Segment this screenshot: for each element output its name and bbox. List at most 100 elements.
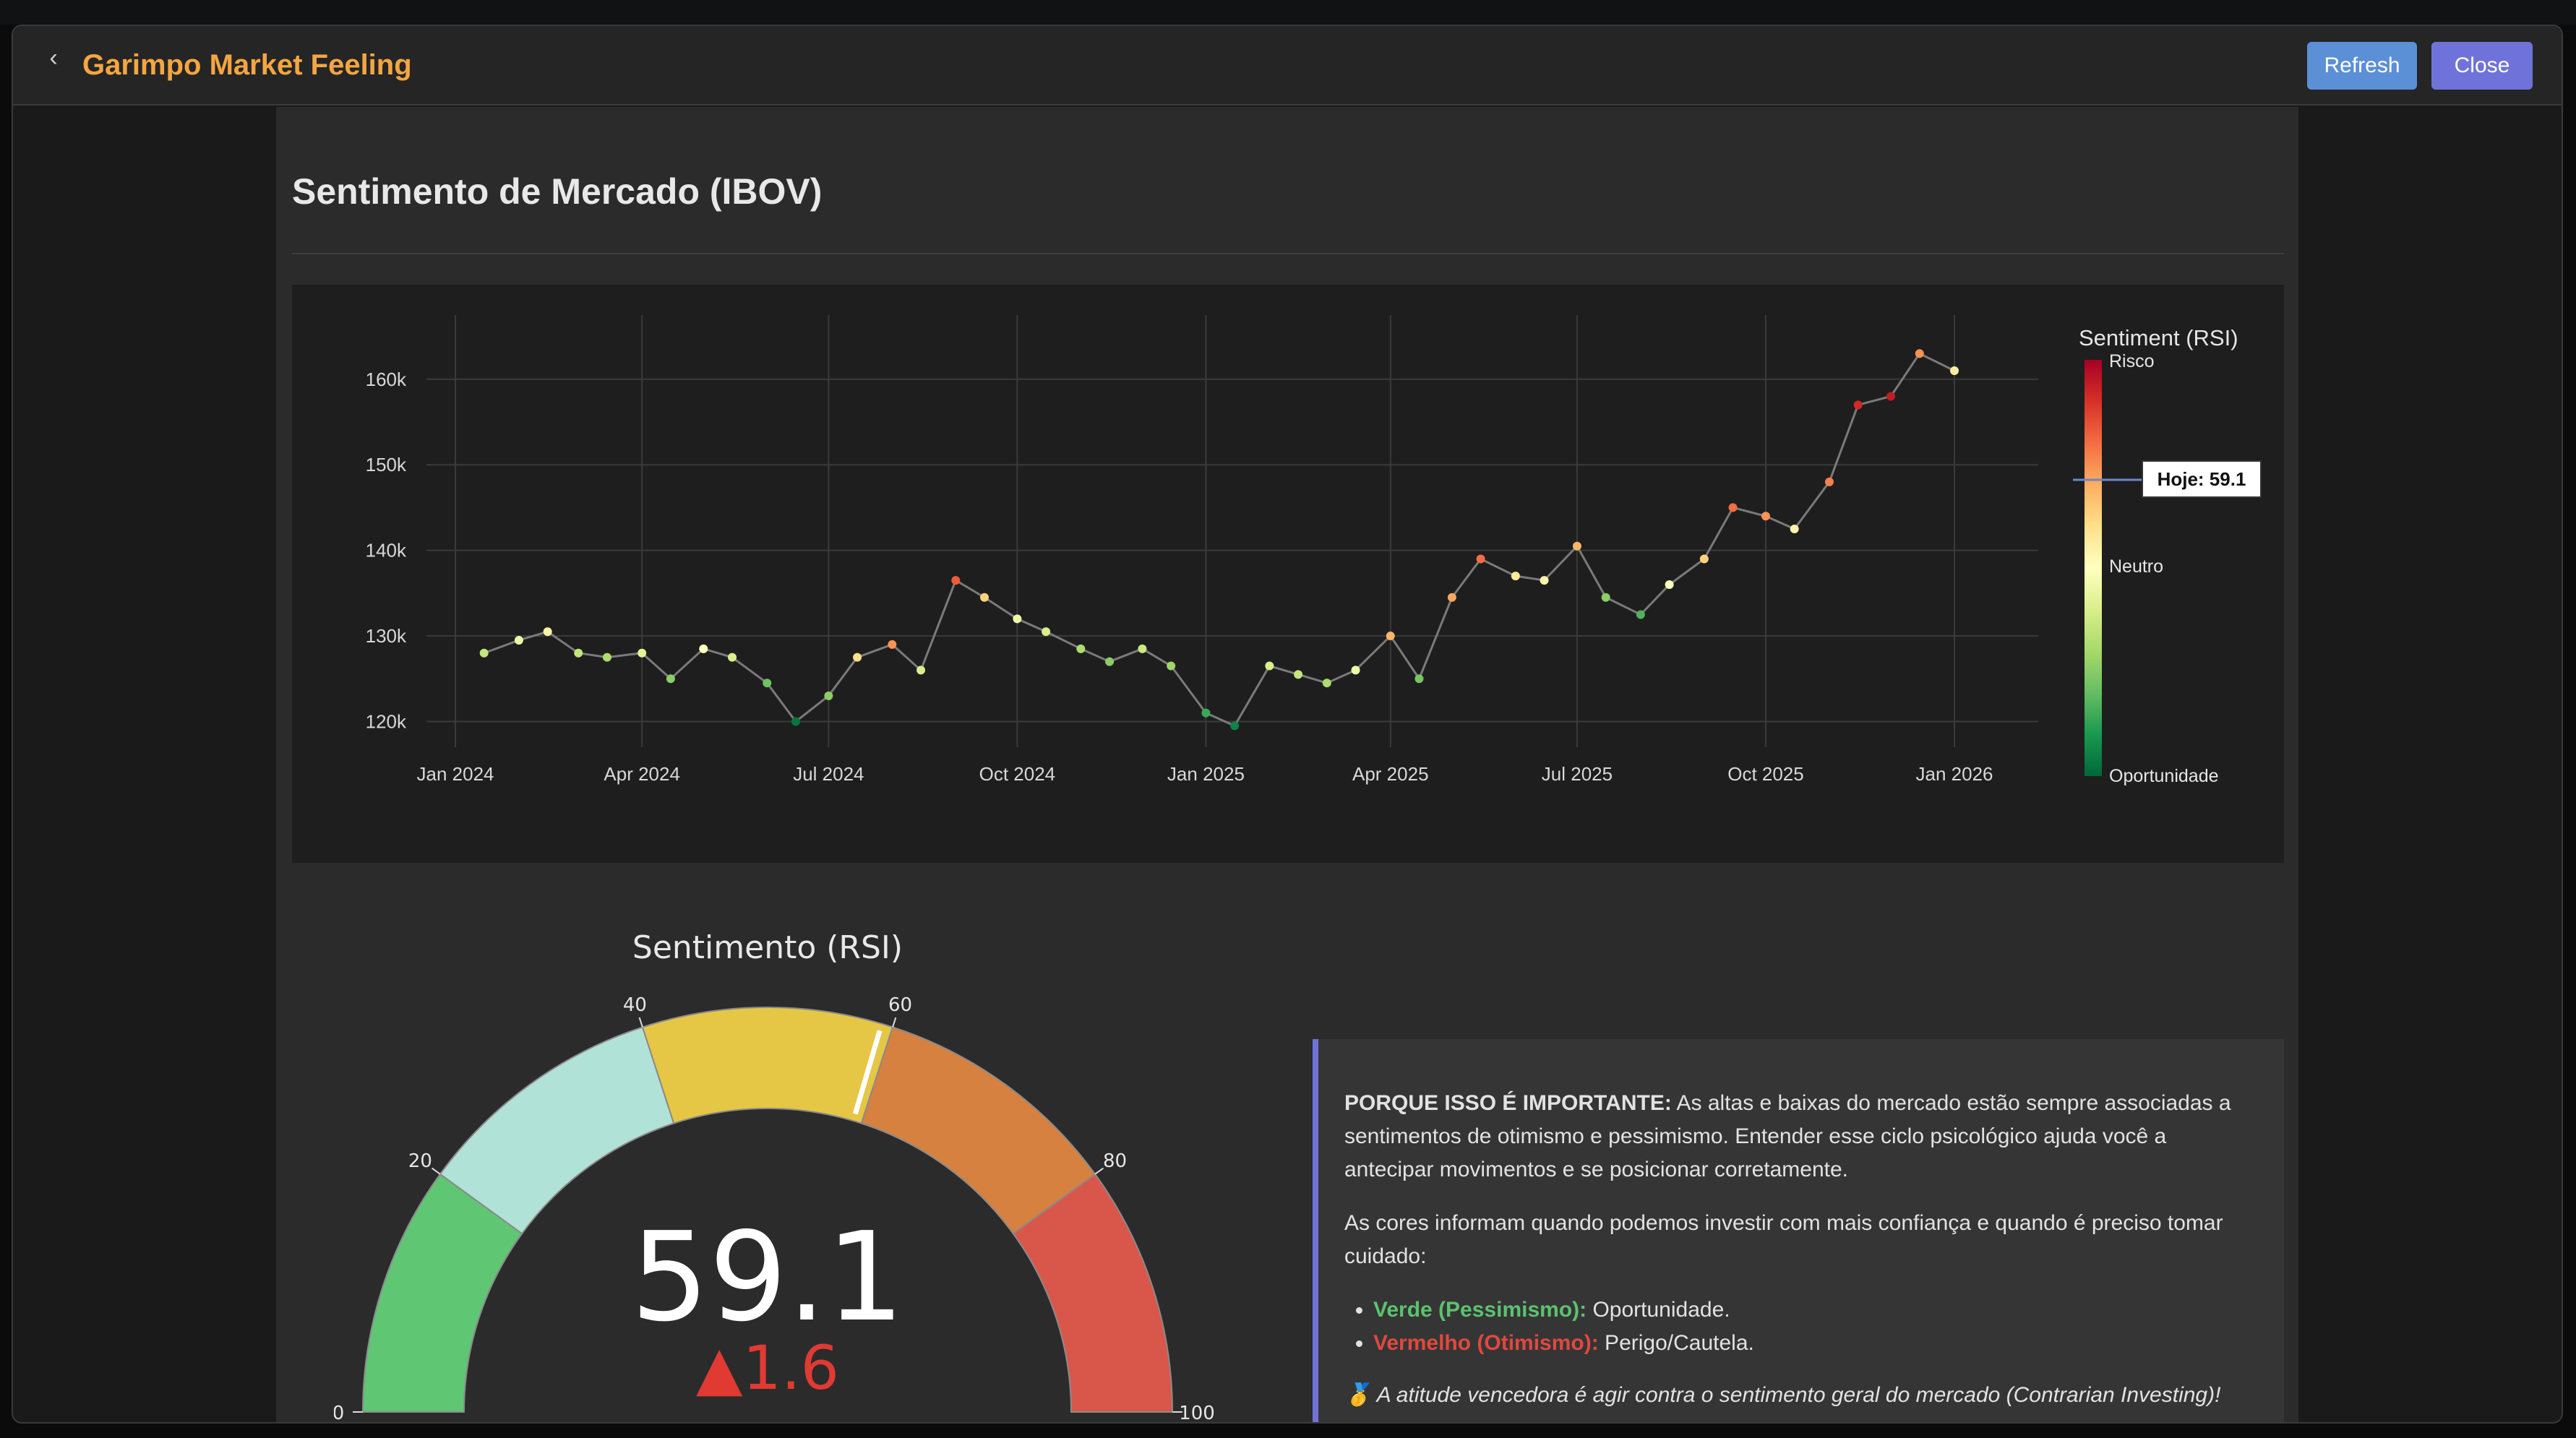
gauge-tick	[432, 1167, 441, 1175]
ibov-price-point	[699, 644, 708, 653]
legend-item-red: Vermelho (Otimismo): Perigo/Cautela.	[1373, 1327, 2258, 1360]
colorbar-label-top: Risco	[2109, 351, 2155, 371]
ibov-price-point	[1915, 349, 1924, 358]
ibov-price-point	[1294, 670, 1303, 679]
rsi-gauge: Sentimento (RSI) 0 20 40 60 80 100 59.1▲1.6	[334, 929, 1215, 1424]
ibov-price-point	[1853, 400, 1863, 410]
ibov-price-point	[916, 666, 926, 675]
red-label: Vermelho (Otimismo):	[1373, 1331, 1599, 1355]
colorbar-label-bottom: Oportunidade	[2109, 766, 2219, 786]
ibov-price-point	[1351, 666, 1360, 675]
ibov-price-point	[1265, 661, 1274, 671]
red-text: Perigo/Cautela.	[1598, 1331, 1754, 1355]
ibov-price-point	[1230, 721, 1240, 731]
close-button[interactable]: Close	[2431, 42, 2533, 90]
ibov-price-point	[1886, 392, 1896, 401]
ibov-price-point	[951, 576, 961, 585]
color-legend-list: Verde (Pessimismo): Oportunidade. Vermel…	[1373, 1293, 2258, 1360]
ibov-price-point	[1447, 593, 1456, 602]
modal-title: Garimpo Market Feeling	[82, 49, 412, 81]
divider	[292, 253, 2284, 254]
ibov-price-point	[1665, 580, 1674, 590]
ibov-price-point	[853, 653, 862, 662]
section-title: Sentimento de Mercado (IBOV)	[292, 171, 823, 212]
ibov-price-point	[728, 653, 737, 662]
modal-content: Sentimento de Mercado (IBOV) Jan 2024 Apr…	[276, 107, 2298, 1424]
gauge-title: Sentimento (RSI)	[632, 929, 903, 966]
back-arrow-icon[interactable]: ‹	[49, 44, 58, 72]
x-tick-label: Apr 2025	[1352, 763, 1429, 785]
gauge-tick-label: 40	[623, 994, 647, 1016]
gauge-value: 59.1	[631, 1206, 905, 1349]
ibov-price-point	[1414, 674, 1424, 684]
ibov-price-point	[514, 635, 523, 645]
ibov-price-point	[1699, 554, 1709, 564]
x-tick-label: Oct 2024	[979, 763, 1056, 785]
ibov-price-point	[1761, 512, 1770, 521]
ibov-price-point	[1511, 572, 1520, 581]
ibov-price-point	[574, 648, 583, 658]
ibov-price-point	[1042, 627, 1051, 637]
today-marker-label: Hoje: 59.1	[2158, 468, 2246, 490]
gauge-value-marker	[852, 1030, 883, 1115]
ibov-price-point	[1201, 708, 1211, 718]
ibov-price-point	[824, 691, 833, 700]
gauge-tick-label: 0	[334, 1403, 344, 1424]
ibov-price-point	[888, 640, 897, 649]
ibov-sentiment-chart: Jan 2024 Apr 2024 Jul 2024 Oct 2024 Jan 2025…	[292, 285, 2284, 863]
gauge-delta: ▲1.6	[696, 1332, 839, 1403]
colorbar-title: Sentiment (RSI)	[2079, 325, 2238, 350]
ibov-price-point	[1105, 657, 1115, 666]
green-label: Verde (Pessimismo):	[1373, 1298, 1587, 1322]
legend-item-green: Verde (Pessimismo): Oportunidade.	[1373, 1293, 2258, 1327]
gauge-tick-label: 100	[1179, 1403, 1215, 1424]
info-paragraph-colors: As cores informam quando podemos investi…	[1344, 1211, 2223, 1268]
ibov-price-point	[1790, 525, 1799, 534]
ibov-price-point	[1476, 554, 1485, 564]
ibov-price-point	[543, 627, 552, 637]
x-tick-label: Jan 2025	[1167, 763, 1245, 785]
ibov-price-point	[479, 648, 489, 658]
ibov-price-point	[1013, 614, 1022, 624]
x-tick-label: Apr 2024	[604, 763, 680, 785]
ibov-price-point	[791, 717, 800, 726]
ibov-price-line	[484, 352, 1955, 728]
gauge-tick-label: 60	[888, 994, 912, 1016]
x-tick-label: Jan 2026	[1916, 763, 1993, 785]
ibov-price-point	[1824, 477, 1834, 486]
ibov-price-point	[602, 653, 611, 662]
x-tick-label: Jul 2024	[793, 763, 864, 785]
gauge-tick	[638, 1017, 643, 1028]
ibov-price-point	[1601, 593, 1610, 602]
y-tick-label: 130k	[366, 625, 407, 647]
ibov-price-point	[980, 593, 989, 602]
colorbar	[2085, 360, 2102, 776]
green-text: Oportunidade.	[1587, 1298, 1730, 1322]
ibov-price-point	[763, 679, 772, 688]
gauge-tick	[1094, 1167, 1104, 1175]
y-tick-label: 120k	[366, 710, 407, 732]
ibov-price-point	[1540, 576, 1549, 585]
today-marker-box	[2142, 460, 2262, 498]
info-box: PORQUE ISSO É IMPORTANTE: As altas e bai…	[1313, 1039, 2284, 1422]
modal-header: ‹ Garimpo Market Feeling Refresh Close	[13, 26, 2562, 106]
info-heading: PORQUE ISSO É IMPORTANTE:	[1344, 1091, 1672, 1115]
y-tick-label: 160k	[366, 369, 407, 390]
app-top-bar	[0, 0, 2576, 25]
ibov-price-point	[1138, 644, 1147, 653]
ibov-price-point	[666, 674, 675, 684]
colorbar-label-middle: Neutro	[2109, 556, 2163, 577]
y-tick-label: 140k	[366, 540, 407, 561]
ibov-chart-svg: Jan 2024 Apr 2024 Jul 2024 Oct 2024 Jan 2025…	[366, 315, 2262, 786]
gauge-tick-label: 80	[1103, 1150, 1127, 1172]
ibov-price-point	[1322, 679, 1331, 688]
ibov-price-point	[637, 648, 647, 658]
ibov-price-point	[1386, 632, 1395, 641]
ibov-price-point	[1636, 610, 1645, 619]
refresh-button[interactable]: Refresh	[2307, 42, 2417, 90]
info-text: As altas e baixas do mercado estão sempr…	[1344, 1091, 2231, 1181]
gauge-tick	[892, 1017, 897, 1028]
ibov-price-point	[1950, 366, 1959, 375]
ibov-price-point	[1572, 541, 1581, 551]
x-tick-label: Jan 2024	[417, 763, 494, 785]
